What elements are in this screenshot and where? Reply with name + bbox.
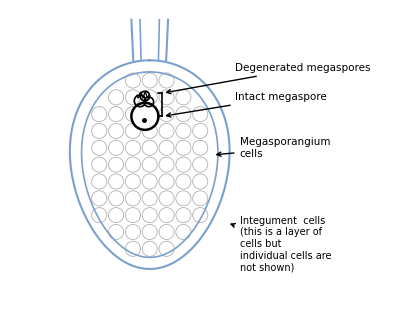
Circle shape (108, 157, 124, 172)
Circle shape (142, 157, 157, 172)
Circle shape (176, 191, 191, 206)
Circle shape (142, 174, 157, 189)
Circle shape (125, 191, 140, 206)
Circle shape (108, 174, 124, 189)
Circle shape (159, 224, 174, 239)
Circle shape (159, 157, 174, 172)
Circle shape (193, 140, 208, 155)
Circle shape (125, 90, 140, 105)
Circle shape (92, 174, 107, 189)
Circle shape (159, 123, 174, 138)
Circle shape (159, 107, 174, 122)
Circle shape (92, 107, 107, 122)
Circle shape (193, 157, 208, 172)
Circle shape (142, 107, 157, 122)
Circle shape (92, 140, 107, 155)
Circle shape (193, 174, 208, 189)
Circle shape (176, 140, 191, 155)
Circle shape (176, 107, 191, 122)
Circle shape (125, 157, 140, 172)
Circle shape (193, 107, 208, 122)
Circle shape (176, 208, 191, 223)
Circle shape (142, 123, 157, 138)
Circle shape (92, 123, 107, 138)
Circle shape (131, 103, 158, 130)
Circle shape (108, 140, 124, 155)
Text: Degenerated megaspores: Degenerated megaspores (166, 63, 370, 94)
Circle shape (193, 191, 208, 206)
Circle shape (176, 224, 191, 239)
Circle shape (176, 90, 191, 105)
Circle shape (159, 191, 174, 206)
Circle shape (142, 73, 157, 88)
Circle shape (108, 123, 124, 138)
Circle shape (142, 191, 157, 206)
Circle shape (92, 157, 107, 172)
Circle shape (142, 90, 157, 105)
Text: Intact megaspore: Intact megaspore (166, 92, 326, 117)
Circle shape (108, 90, 124, 105)
Circle shape (176, 157, 191, 172)
Circle shape (125, 174, 140, 189)
Circle shape (108, 191, 124, 206)
Circle shape (159, 241, 174, 256)
Circle shape (125, 241, 140, 256)
Circle shape (142, 140, 157, 155)
Circle shape (125, 140, 140, 155)
Circle shape (159, 90, 174, 105)
Circle shape (108, 224, 124, 239)
Text: Megasporangium
cells: Megasporangium cells (217, 138, 330, 159)
Circle shape (92, 208, 107, 223)
Circle shape (176, 123, 191, 138)
Circle shape (125, 73, 140, 88)
Circle shape (108, 107, 124, 122)
Circle shape (193, 208, 208, 223)
Polygon shape (70, 60, 230, 269)
Circle shape (176, 174, 191, 189)
Circle shape (125, 107, 140, 122)
Circle shape (125, 123, 140, 138)
Circle shape (108, 208, 124, 223)
Text: Integument  cells
(this is a layer of
cells but
individual cells are
not shown): Integument cells (this is a layer of cel… (231, 216, 331, 272)
Circle shape (92, 191, 107, 206)
Circle shape (193, 123, 208, 138)
Circle shape (125, 208, 140, 223)
Circle shape (142, 224, 157, 239)
Circle shape (142, 241, 157, 256)
Circle shape (159, 73, 174, 88)
Circle shape (142, 208, 157, 223)
Circle shape (125, 224, 140, 239)
Circle shape (159, 208, 174, 223)
Circle shape (159, 174, 174, 189)
Circle shape (159, 140, 174, 155)
